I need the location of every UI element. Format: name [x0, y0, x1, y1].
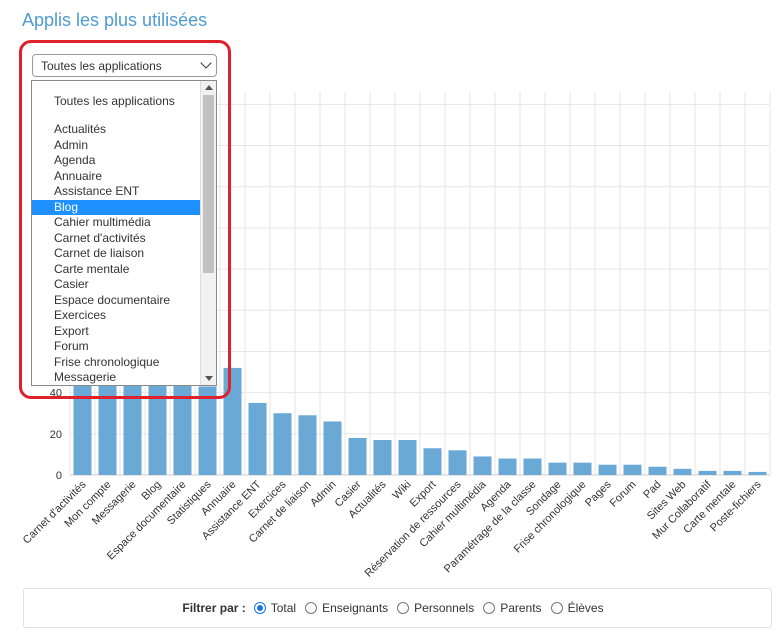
app-option[interactable]: Assistance ENT [54, 184, 140, 198]
app-option[interactable]: Exercices [54, 308, 107, 322]
filter-option[interactable]: Enseignants [305, 601, 388, 615]
app-option[interactable]: Carnet de liaison [54, 246, 145, 260]
app-option[interactable]: Export [54, 323, 89, 338]
radio-button[interactable] [483, 602, 496, 614]
app-select-dropdown[interactable]: Toutes les applications Actualités Admin Ag… [31, 80, 217, 386]
bar[interactable] [198, 386, 217, 475]
bar[interactable] [398, 439, 417, 475]
app-option-list: Toutes les applications Actualités Admin Ag… [32, 81, 201, 385]
filter-option-label: Parents [500, 601, 542, 615]
bar[interactable] [98, 376, 117, 475]
bar[interactable] [123, 380, 142, 475]
y-tick-label: 20 [50, 429, 62, 441]
app-option[interactable]: Toutes les applications [54, 94, 175, 108]
app-option[interactable]: Messagerie [54, 370, 117, 384]
x-tick-label: Forum [608, 479, 639, 510]
bar[interactable] [523, 458, 542, 475]
app-option[interactable]: Admin [54, 137, 89, 152]
app-option[interactable]: Actualités [54, 122, 107, 136]
app-option[interactable]: Carte mentale [54, 261, 130, 276]
bar[interactable] [748, 471, 767, 475]
filter-option-label: Total [270, 601, 297, 615]
radio-button[interactable] [253, 602, 266, 614]
app-option[interactable]: Frise chronologique [54, 354, 160, 369]
bar[interactable] [323, 421, 342, 475]
y-tick-label: 0 [56, 470, 62, 482]
radio-button[interactable] [550, 602, 563, 614]
filter-option-label: Enseignants [322, 601, 389, 615]
bar[interactable] [723, 470, 742, 475]
scrollbar-thumb[interactable] [203, 95, 214, 273]
bar[interactable] [298, 415, 317, 475]
bar[interactable] [673, 468, 692, 475]
bar[interactable] [173, 384, 192, 475]
filter-option[interactable]: Total [253, 601, 297, 615]
filter-option[interactable]: Personnels [397, 601, 474, 615]
filter-options: Total Enseignants Personnels Parents Élèves [253, 601, 613, 615]
app-select-value: Toutes les applications [41, 59, 162, 73]
app-option[interactable]: Espace documentaire [54, 292, 171, 307]
app-option[interactable]: Cahier multimédia [54, 215, 151, 229]
page-title: Applis les plus utilisées [22, 10, 208, 30]
filter-option-label: Personnels [414, 601, 475, 615]
bar[interactable] [223, 367, 242, 475]
bar[interactable] [373, 439, 392, 475]
bar[interactable] [423, 448, 442, 475]
filter-option-label: Élèves [567, 601, 604, 615]
chevron-down-icon [200, 57, 212, 69]
bar[interactable] [348, 437, 367, 475]
app-option[interactable]: Carnet d'activités [54, 230, 146, 245]
bar[interactable] [648, 466, 667, 475]
bar[interactable] [473, 456, 492, 475]
app-option[interactable]: Forum [54, 339, 89, 353]
app-option[interactable]: Blog [32, 199, 201, 215]
filter-option[interactable]: Élèves [550, 601, 604, 615]
scroll-down-icon[interactable] [205, 376, 213, 381]
x-tick-label: Admin [308, 479, 339, 510]
x-tick-label: Pages [583, 478, 614, 509]
bar[interactable] [548, 462, 567, 475]
bar[interactable] [698, 470, 717, 475]
filter-bar: Filtrer par : Total Enseignants Personnels… [23, 588, 772, 628]
scroll-up-icon[interactable] [205, 85, 213, 90]
radio-button[interactable] [305, 602, 318, 614]
bar[interactable] [498, 458, 517, 475]
bar[interactable] [598, 464, 617, 475]
app-option[interactable]: Agenda [54, 153, 96, 167]
filter-option[interactable]: Parents [483, 601, 542, 615]
bar[interactable] [448, 450, 467, 475]
app-option[interactable]: Annuaire [54, 168, 103, 183]
bar[interactable] [148, 382, 167, 475]
bar[interactable] [273, 413, 292, 475]
app-select[interactable]: Toutes les applications [32, 54, 217, 77]
y-tick-label: 40 [50, 388, 62, 400]
bar[interactable] [623, 464, 642, 475]
app-option[interactable]: Casier [54, 277, 89, 291]
bar[interactable] [248, 402, 267, 475]
dropdown-scrollbar[interactable] [200, 81, 216, 385]
bar[interactable] [573, 462, 592, 475]
radio-button[interactable] [397, 602, 410, 614]
filter-label: Filtrer par : [182, 601, 246, 615]
usage-bar-chart: 0 20 40 Carnet d'activités Mon compte Message… [21, 92, 771, 580]
bar[interactable] [73, 372, 92, 475]
